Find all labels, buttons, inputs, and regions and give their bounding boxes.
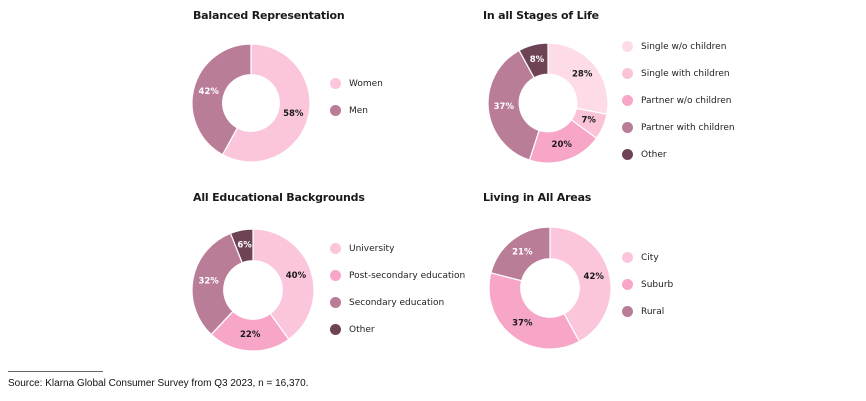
slice-rural bbox=[490, 226, 551, 282]
legend-swatch bbox=[622, 41, 633, 52]
slice-label-other: 6% bbox=[237, 241, 252, 251]
legend-item-other: Other bbox=[330, 316, 465, 343]
slice-other bbox=[518, 42, 549, 79]
legend-swatch bbox=[330, 78, 341, 89]
legend-item-women: Women bbox=[330, 70, 383, 97]
slice-suburb bbox=[488, 272, 581, 350]
slice-label-single-with-children: 7% bbox=[582, 116, 597, 126]
slice-city bbox=[549, 226, 612, 343]
legend-stages-of-life: Single w/o children Single with children P… bbox=[622, 33, 735, 168]
legend-swatch bbox=[330, 324, 341, 335]
legend-swatch bbox=[330, 297, 341, 308]
legend-label: Women bbox=[349, 78, 383, 89]
legend-item-partner-w-o-children: Partner w/o children bbox=[622, 87, 735, 114]
donut-chart-stages-of-life: 28% 7% 20% 37% 8% bbox=[487, 42, 609, 164]
legend-item-partner-with-children: Partner with children bbox=[622, 114, 735, 141]
legend-swatch bbox=[622, 149, 633, 160]
donut-chart-living-areas: 42% 37% 21% bbox=[488, 226, 612, 350]
legend-label: Single w/o children bbox=[641, 41, 727, 52]
legend-swatch bbox=[622, 279, 633, 290]
slice-label-secondary-education: 32% bbox=[198, 277, 219, 287]
legend-swatch bbox=[622, 122, 633, 133]
slice-label-single-w-o-children: 28% bbox=[572, 70, 593, 80]
donut-chart-educational-backgrounds: 40% 22% 32% 6% bbox=[191, 228, 315, 352]
donut-chart-balanced-representation: 58% 42% bbox=[191, 43, 311, 163]
slice-label-university: 40% bbox=[286, 271, 307, 281]
legend-label: Single with children bbox=[641, 68, 730, 79]
legend-swatch bbox=[622, 252, 633, 263]
legend-swatch bbox=[330, 243, 341, 254]
chart-title-stages-of-life: In all Stages of Life bbox=[483, 9, 599, 22]
slice-label-city: 42% bbox=[584, 272, 605, 282]
slice-single-w-o-children bbox=[547, 42, 609, 115]
legend-balanced-representation: Women Men bbox=[330, 70, 383, 124]
legend-label: Post-secondary education bbox=[349, 270, 466, 281]
slice-label-women: 58% bbox=[283, 109, 304, 119]
footnote-rule bbox=[8, 371, 103, 372]
legend-swatch bbox=[622, 306, 633, 317]
legend-label: Secondary education bbox=[349, 297, 445, 308]
legend-label: University bbox=[349, 243, 395, 254]
slice-partner-with-children bbox=[487, 49, 540, 161]
legend-item-single-w-o-children: Single w/o children bbox=[622, 33, 735, 60]
legend-label: Men bbox=[349, 105, 369, 116]
chart-title-educational-backgrounds: All Educational Backgrounds bbox=[193, 191, 365, 204]
chart-title-living-areas: Living in All Areas bbox=[483, 191, 592, 204]
legend-label: Other bbox=[349, 324, 375, 335]
legend-swatch bbox=[330, 270, 341, 281]
legend-label: Partner w/o children bbox=[641, 95, 732, 106]
legend-item-university: University bbox=[330, 235, 465, 262]
legend-label: City bbox=[641, 252, 659, 263]
legend-item-men: Men bbox=[330, 97, 383, 124]
legend-swatch bbox=[330, 105, 341, 116]
slice-label-rural: 21% bbox=[512, 247, 533, 257]
legend-item-suburb: Suburb bbox=[622, 271, 673, 298]
legend-item-rural: Rural bbox=[622, 298, 673, 325]
chart-title-balanced-representation: Balanced Representation bbox=[193, 9, 345, 22]
slice-label-other: 8% bbox=[530, 55, 545, 65]
legend-swatch bbox=[622, 95, 633, 106]
slice-secondary-education bbox=[191, 232, 243, 336]
legend-swatch bbox=[622, 68, 633, 79]
slice-university bbox=[252, 228, 315, 341]
legend-label: Rural bbox=[641, 306, 665, 317]
slice-label-suburb: 37% bbox=[512, 319, 533, 329]
legend-item-single-with-children: Single with children bbox=[622, 60, 735, 87]
slice-men bbox=[191, 43, 252, 156]
slice-label-post-secondary-education: 22% bbox=[240, 330, 261, 340]
legend-item-city: City bbox=[622, 244, 673, 271]
legend-label: Suburb bbox=[641, 279, 674, 290]
legend-educational-backgrounds: University Post-secondary education Second… bbox=[330, 235, 465, 343]
legend-label: Other bbox=[641, 149, 667, 160]
legend-item-post-secondary-education: Post-secondary education bbox=[330, 262, 465, 289]
slice-other bbox=[229, 228, 254, 264]
source-note: Source: Klarna Global Consumer Survey fr… bbox=[8, 378, 309, 389]
slice-label-men: 42% bbox=[199, 87, 220, 97]
slice-label-partner-w-o-children: 20% bbox=[552, 140, 573, 150]
legend-living-areas: City Suburb Rural bbox=[622, 244, 673, 325]
slice-label-partner-with-children: 37% bbox=[494, 102, 515, 112]
slice-women bbox=[221, 43, 311, 163]
legend-label: Partner with children bbox=[641, 122, 735, 133]
legend-item-other: Other bbox=[622, 141, 735, 168]
legend-item-secondary-education: Secondary education bbox=[330, 289, 465, 316]
